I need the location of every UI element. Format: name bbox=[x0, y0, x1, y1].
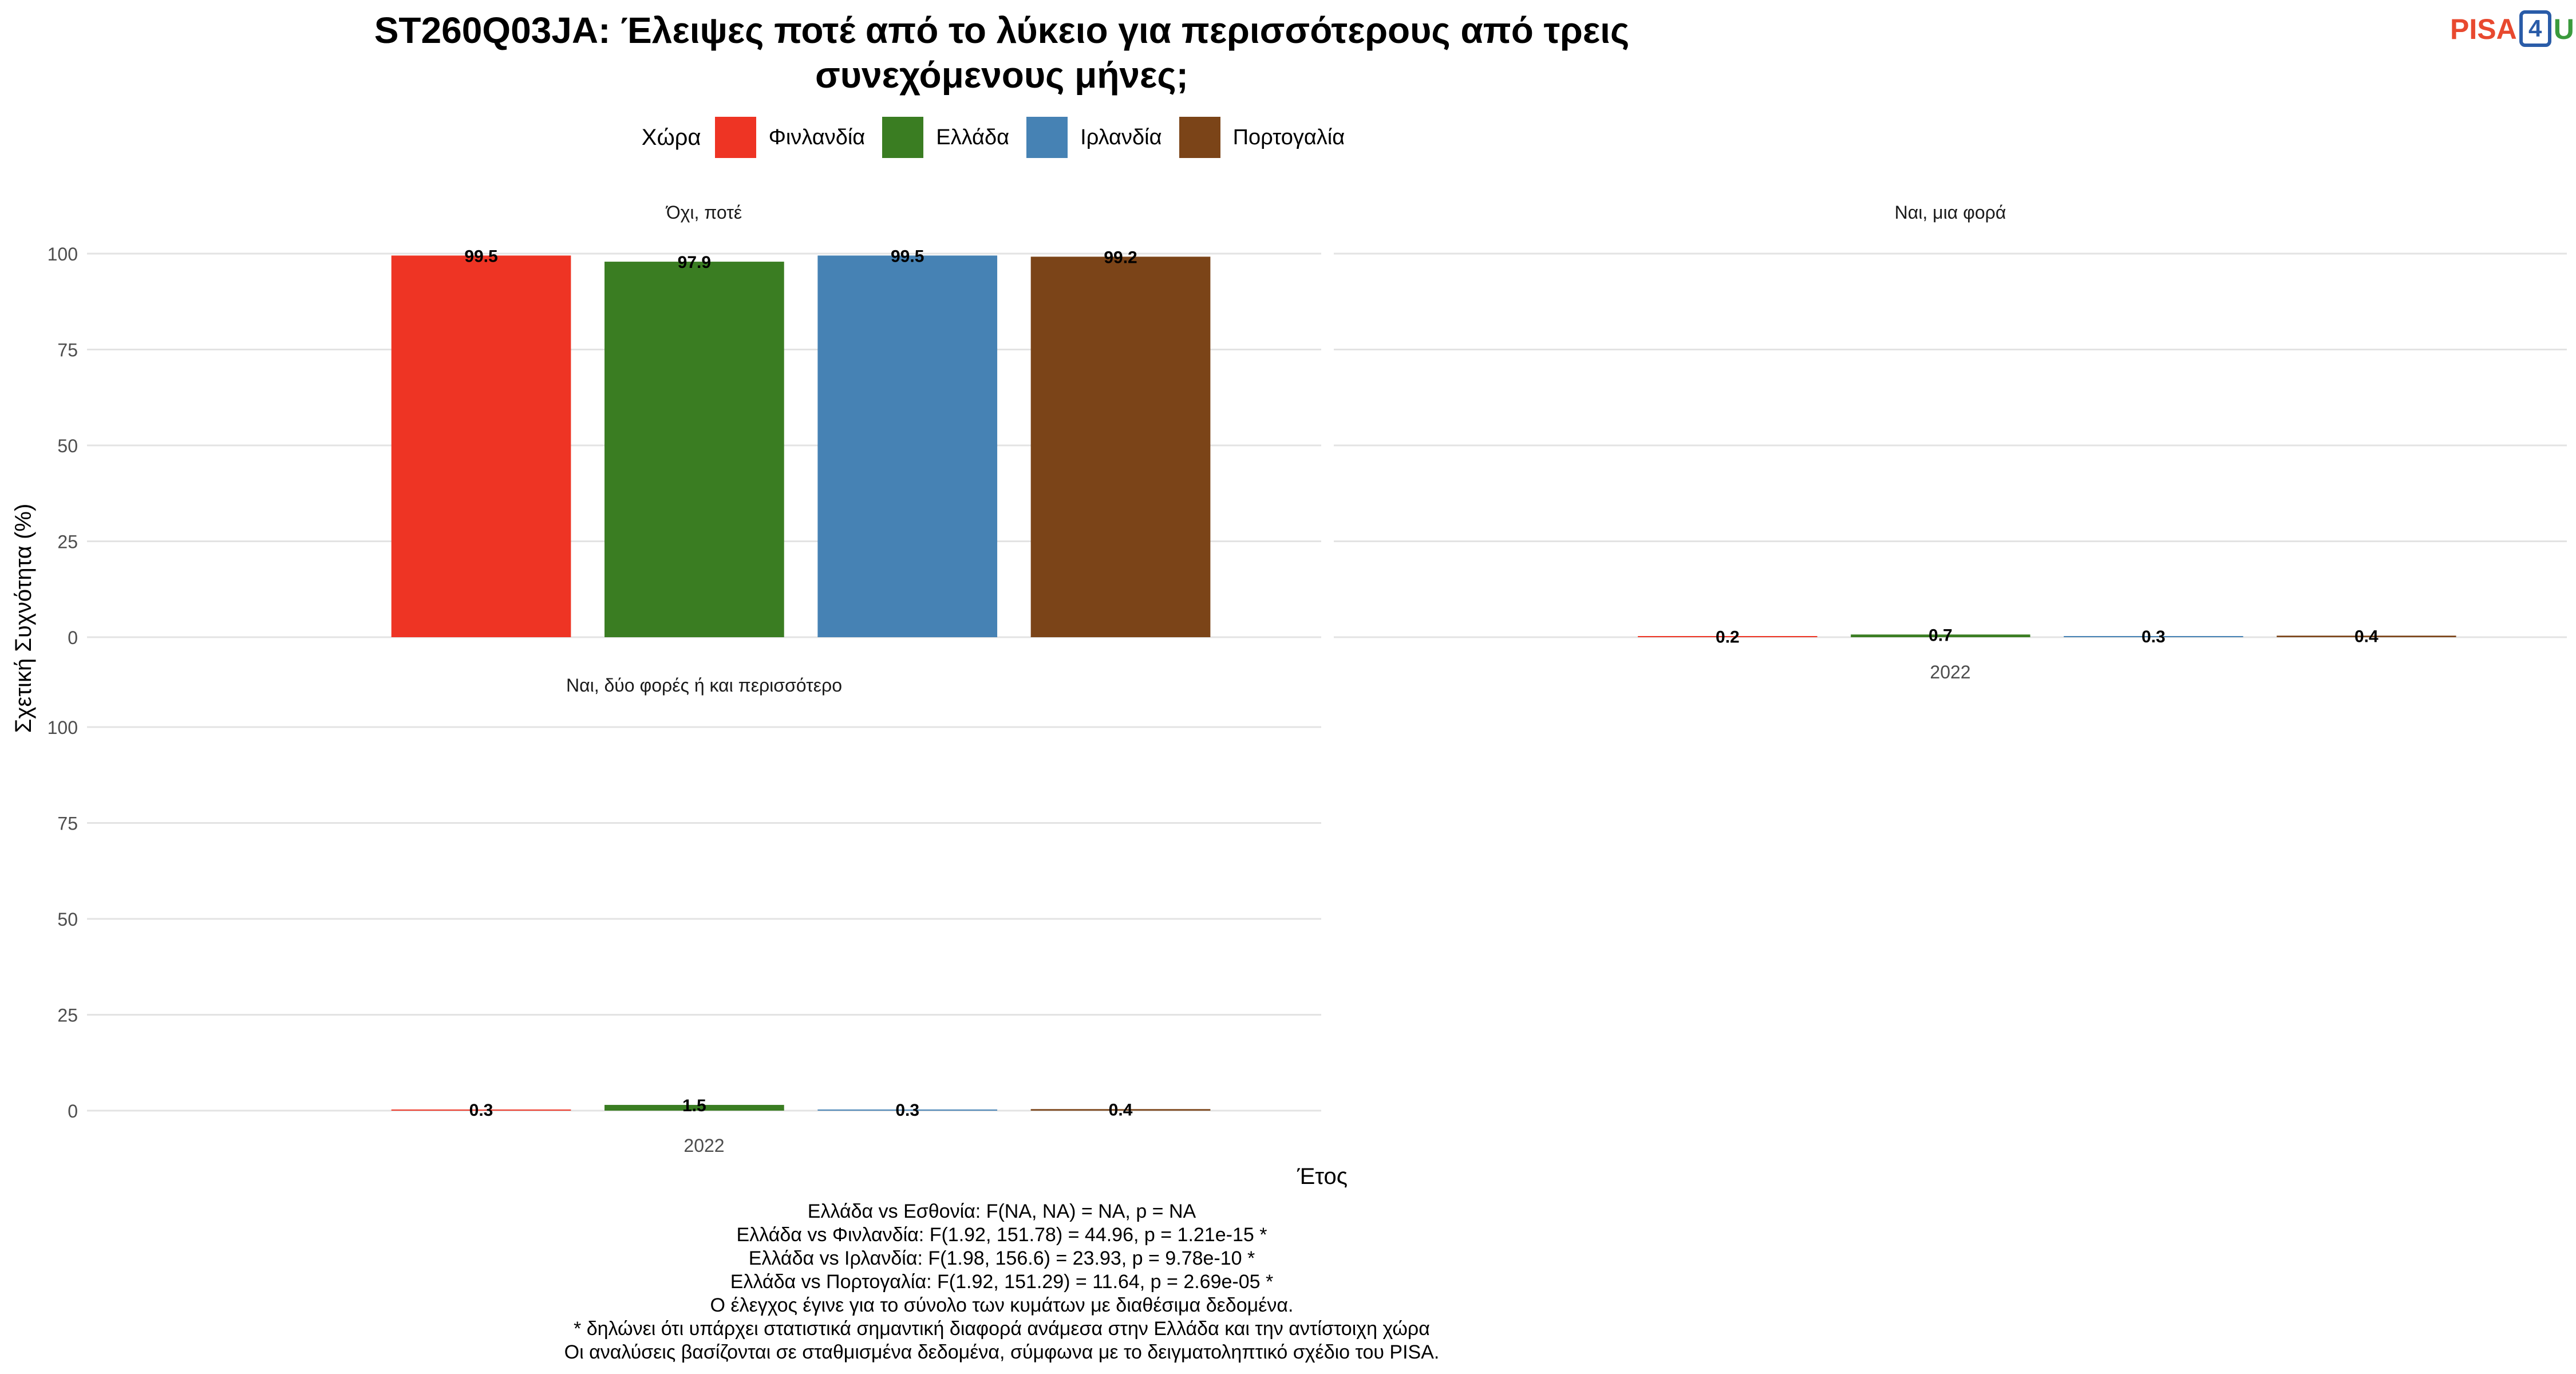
footnote-line: Ελλάδα vs Φινλανδία: F(1.92, 151.78) = 4… bbox=[736, 1224, 1267, 1246]
chart-title-line-2: συνεχόμενους μήνες; bbox=[815, 54, 1188, 96]
x-axis-title: Έτος bbox=[1297, 1164, 1348, 1189]
bar bbox=[2277, 635, 2456, 637]
y-tick-label: 75 bbox=[57, 340, 78, 361]
footnote-line: Ελλάδα vs Ιρλανδία: F(1.98, 156.6) = 23.… bbox=[748, 1247, 1255, 1269]
legend-item-greece: Ελλάδα bbox=[882, 117, 1009, 158]
y-tick-label: 0 bbox=[68, 1101, 78, 1122]
data-label: 0.2 bbox=[1716, 628, 1740, 647]
bar bbox=[1030, 256, 1211, 637]
faceted-bar-chart: 0 25 50 75 100 0 25 50 75 100 Όχι, ποτέ 99.5 97.9 99.… bbox=[11, 202, 2567, 1189]
legend-swatch-greece bbox=[882, 117, 924, 158]
bar bbox=[605, 262, 784, 637]
bar bbox=[1851, 634, 2030, 637]
chart-title: ST260Q03JA: Έλειψες ποτέ από το λύκειο γ… bbox=[0, 8, 2004, 97]
bar bbox=[1030, 1109, 1211, 1111]
legend-label-greece: Ελλάδα bbox=[936, 125, 1010, 149]
bar bbox=[817, 255, 998, 638]
legend-swatch-finland bbox=[714, 117, 756, 158]
x-tick-label: 2022 bbox=[1930, 662, 1970, 682]
facet-title: Ναι, μια φορά bbox=[1895, 202, 2006, 223]
footnote-line: Οι αναλύσεις βασίζονται σε σταθμισμένα δ… bbox=[564, 1341, 1440, 1363]
data-label: 99.5 bbox=[891, 247, 924, 266]
bar bbox=[391, 1109, 571, 1111]
data-label: 99.5 bbox=[464, 247, 497, 266]
y-tick-label: 0 bbox=[68, 627, 78, 648]
footnote-line: Ελλάδα vs Πορτογαλία: F(1.92, 151.29) = … bbox=[730, 1271, 1274, 1293]
facet-title: Όχι, ποτέ bbox=[665, 202, 742, 223]
legend-item-finland: Φινλανδία bbox=[714, 117, 866, 158]
bar bbox=[605, 1104, 784, 1111]
facet-title: Ναι, δύο φορές ή και περισσότερο bbox=[566, 675, 842, 696]
legend-item-portugal: Πορτογαλία bbox=[1179, 117, 1345, 158]
y-axis-title: Σχετική Συχνότητα (%) bbox=[11, 504, 36, 733]
legend-label-ireland: Ιρλανδία bbox=[1080, 125, 1162, 149]
logo-text-u: U bbox=[2553, 13, 2574, 45]
y-tick-label: 75 bbox=[57, 814, 78, 834]
bar bbox=[1638, 636, 1818, 637]
data-label: 99.2 bbox=[1104, 248, 1137, 267]
logo-text-pisa: PISA bbox=[2450, 13, 2517, 45]
data-label: 0.3 bbox=[895, 1101, 919, 1120]
data-label: 0.4 bbox=[1109, 1100, 1133, 1119]
pisa4u-logo: PISA 4 U bbox=[2450, 9, 2574, 49]
footnotes: Ελλάδα vs Εσθονία: F(NA, NA) = NA, p = N… bbox=[0, 1200, 2004, 1364]
data-label: 97.9 bbox=[678, 253, 711, 272]
bar bbox=[2064, 635, 2243, 637]
legend-swatch-portugal bbox=[1179, 117, 1220, 158]
y-tick-label: 100 bbox=[48, 717, 78, 738]
legend-item-ireland: Ιρλανδία bbox=[1026, 117, 1162, 158]
logo-text-four: 4 bbox=[2519, 10, 2551, 47]
x-tick-label: 2022 bbox=[683, 1135, 724, 1156]
bar bbox=[817, 1109, 998, 1111]
data-label: 0.4 bbox=[2354, 627, 2379, 646]
legend-title: Χώρα bbox=[641, 124, 701, 150]
y-tick-label: 25 bbox=[57, 532, 78, 552]
y-tick-label: 50 bbox=[57, 909, 78, 930]
footnote-line: * δηλώνει ότι υπάρχει στατιστικά σημαντι… bbox=[574, 1318, 1430, 1340]
legend: Χώρα Φινλανδία Ελλάδα Ιρλανδία Πορτογαλί… bbox=[0, 114, 2004, 160]
footnote-line: Ο έλεγχος έγινε για το σύνολο των κυμάτω… bbox=[710, 1294, 1294, 1316]
legend-label-portugal: Πορτογαλία bbox=[1232, 125, 1345, 149]
y-tick-label: 25 bbox=[57, 1005, 78, 1026]
data-label: 1.5 bbox=[682, 1096, 706, 1115]
y-tick-label: 50 bbox=[57, 436, 78, 456]
data-label: 0.7 bbox=[1929, 626, 1953, 645]
footnote-line: Ελλάδα vs Εσθονία: F(NA, NA) = NA, p = N… bbox=[807, 1201, 1196, 1222]
chart-title-line-1: ST260Q03JA: Έλειψες ποτέ από το λύκειο γ… bbox=[374, 10, 1630, 51]
bar bbox=[391, 255, 571, 638]
legend-label-finland: Φινλανδία bbox=[768, 125, 866, 149]
data-label: 0.3 bbox=[2142, 627, 2166, 646]
legend-swatch-ireland bbox=[1026, 117, 1068, 158]
y-tick-label: 100 bbox=[48, 244, 78, 264]
data-label: 0.3 bbox=[469, 1101, 493, 1120]
